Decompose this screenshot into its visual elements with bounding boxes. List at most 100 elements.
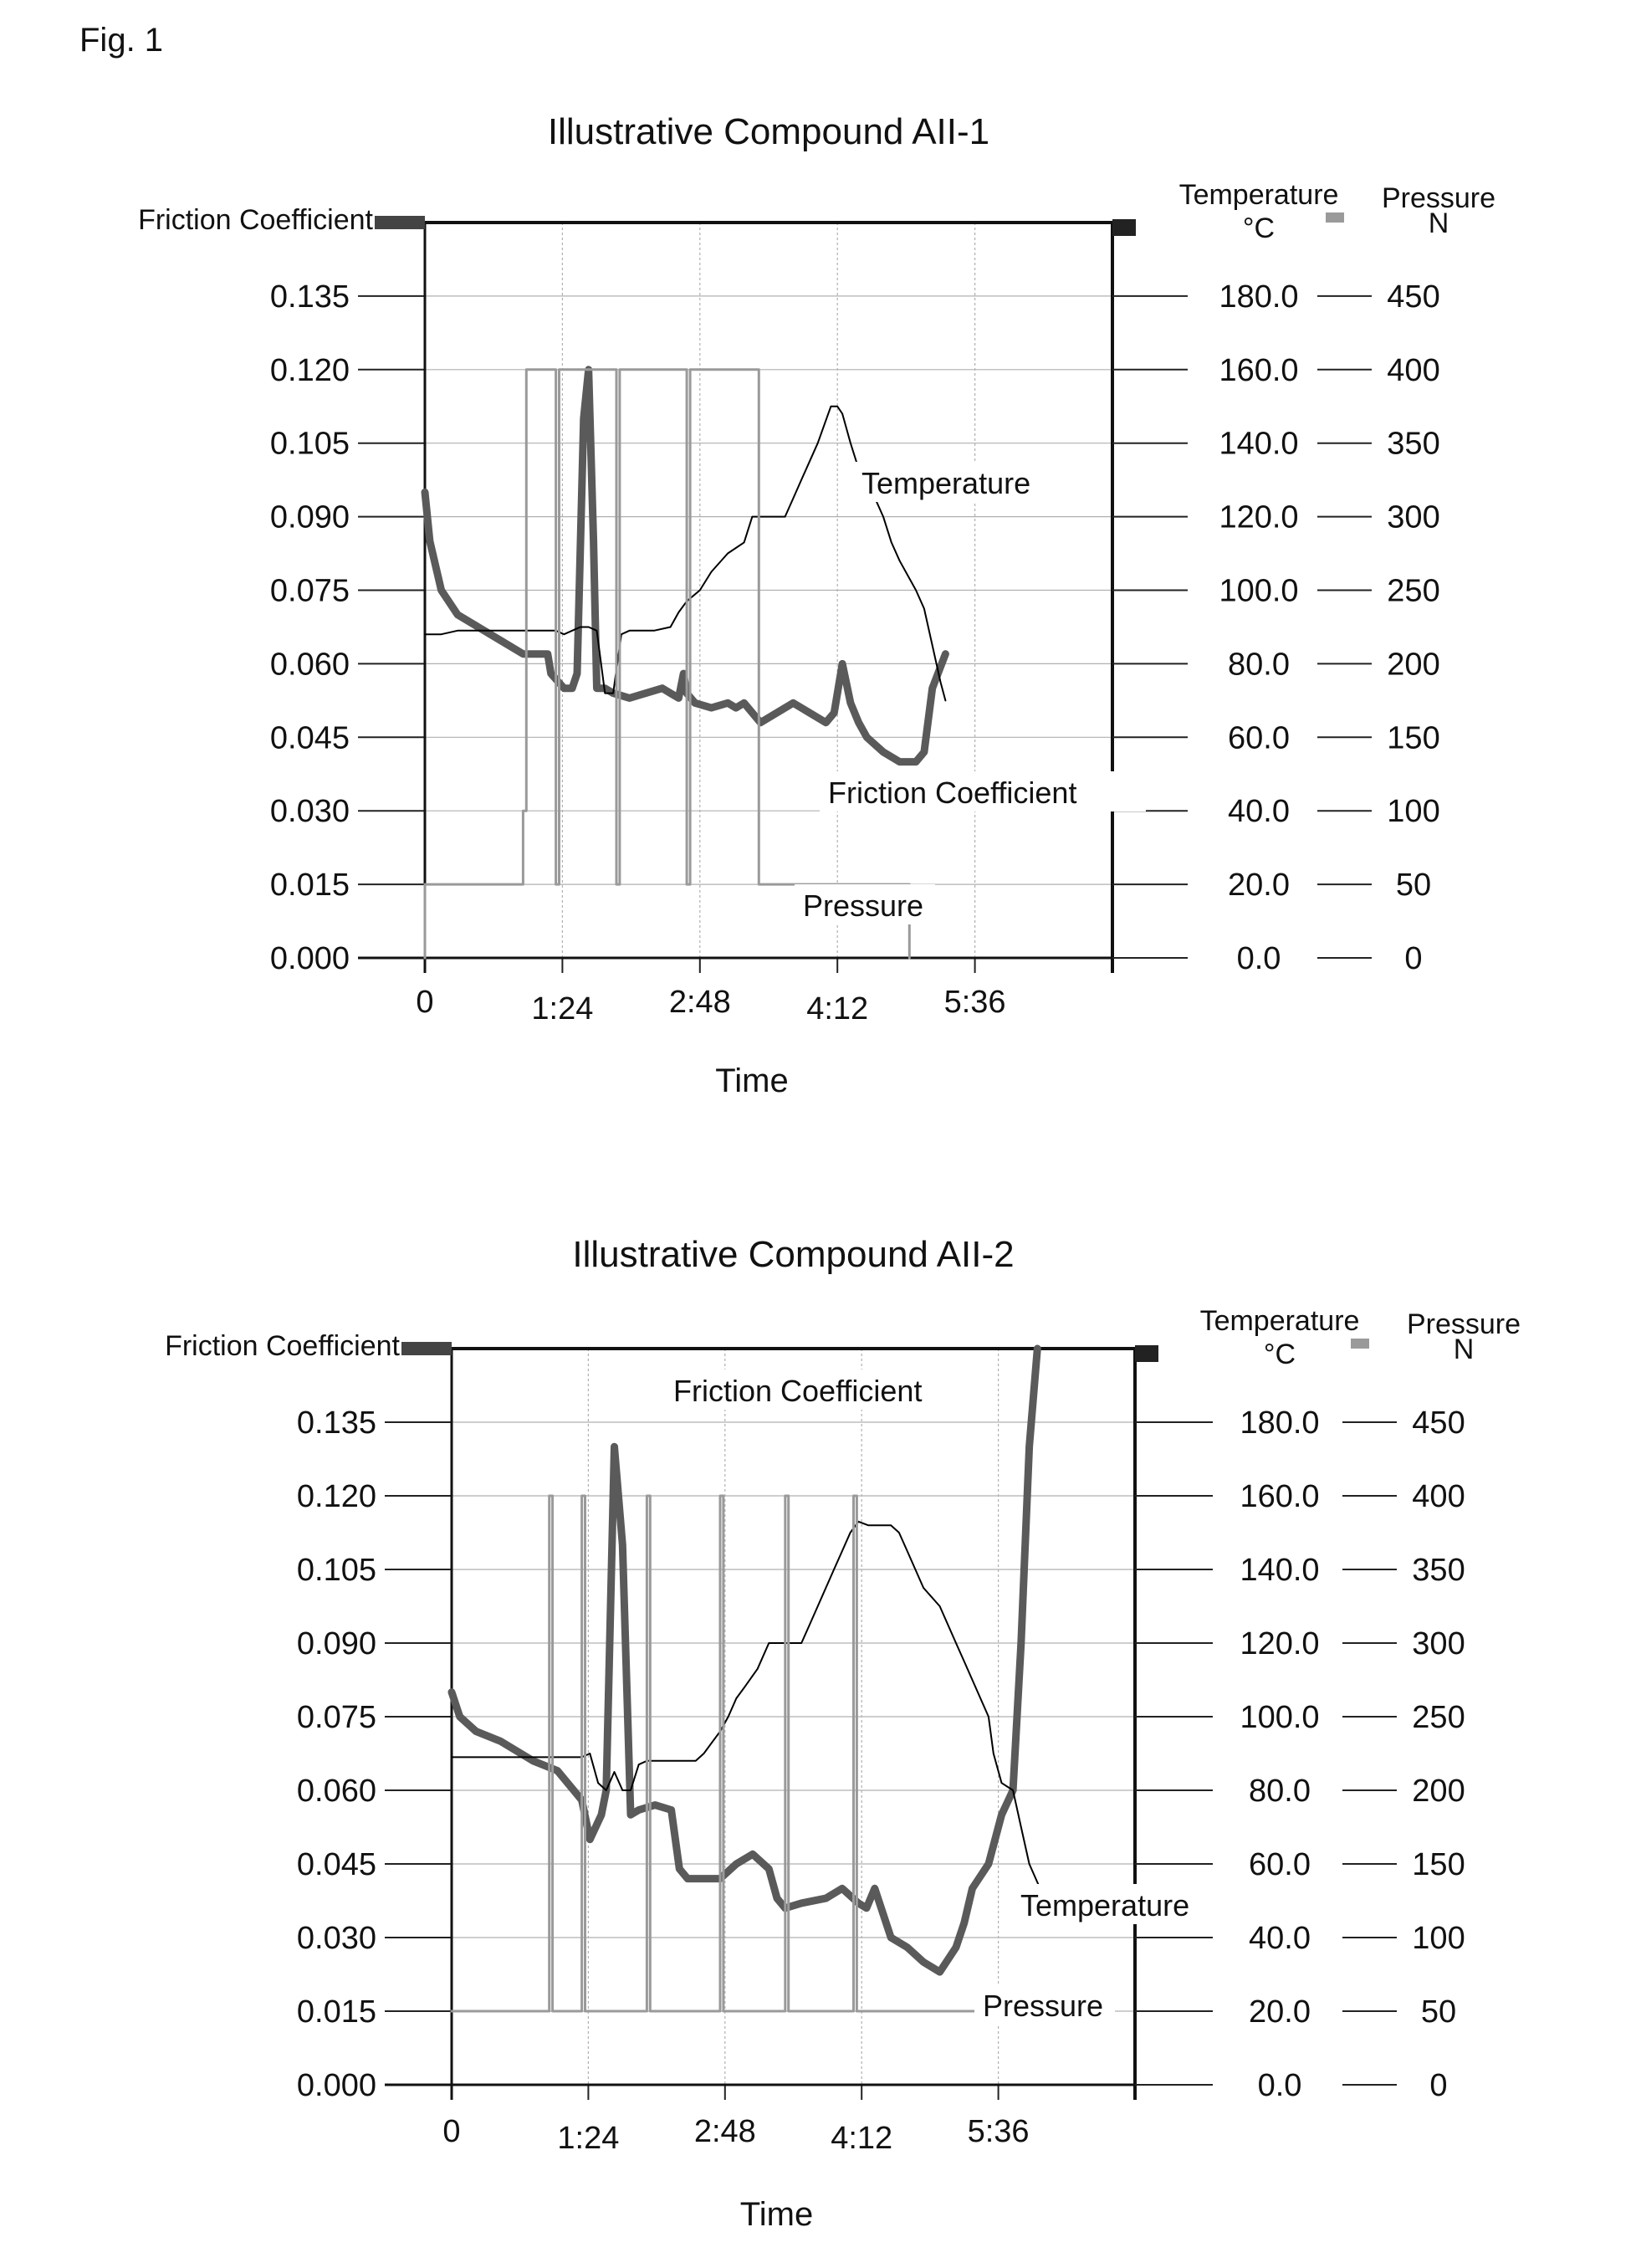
- series-friction-coefficient: [425, 370, 945, 762]
- friction-tick-label: 0.000: [270, 941, 350, 976]
- chart-aii-1: Illustrative Compound AII-10.0000.0150.0…: [0, 100, 1636, 1121]
- pressure-unit: N: [1454, 1334, 1475, 1365]
- pressure-tick-label: 200: [1387, 647, 1439, 682]
- temperature-tick-label: 60.0: [1228, 720, 1290, 755]
- figure-label: Fig. 1: [79, 22, 163, 59]
- x-axis-label: Time: [740, 2196, 813, 2233]
- temperature-unit: °C: [1243, 212, 1275, 244]
- pressure-tick-label: 400: [1412, 1479, 1465, 1514]
- x-axis-label: Time: [715, 1062, 788, 1099]
- series-friction-coefficient: [452, 1349, 1037, 1972]
- x-tick-label: 4:12: [831, 2121, 892, 2156]
- friction-tick-label: 0.030: [297, 1921, 376, 1956]
- friction-tick-label: 0.000: [297, 2068, 376, 2103]
- friction-tick-label: 0.060: [297, 1774, 376, 1809]
- chart-title: Illustrative Compound AII-2: [572, 1234, 1014, 1275]
- pressure-tick-label: 100: [1387, 794, 1439, 829]
- pressure-tick-label: 200: [1412, 1774, 1465, 1809]
- temperature-tick-label: 40.0: [1228, 794, 1290, 829]
- friction-tick-label: 0.075: [297, 1700, 376, 1735]
- series-temperature: [425, 407, 945, 701]
- annotation-pressure: Pressure: [803, 888, 923, 923]
- friction-tick-label: 0.075: [270, 574, 350, 609]
- pressure-tick-label: 300: [1412, 1626, 1465, 1661]
- temperature-legend-swatch: [1135, 1345, 1158, 1362]
- temperature-tick-label: 140.0: [1219, 427, 1298, 462]
- friction-axis-label: Friction Coefficient: [138, 204, 373, 236]
- friction-tick-label: 0.135: [297, 1405, 376, 1441]
- friction-tick-label: 0.045: [270, 720, 350, 755]
- temperature-legend-swatch: [1112, 219, 1136, 236]
- temperature-tick-label: 0.0: [1258, 2068, 1302, 2103]
- pressure-tick-label: 100: [1412, 1921, 1465, 1956]
- friction-tick-label: 0.105: [297, 1553, 376, 1588]
- friction-legend-swatch: [401, 1342, 452, 1355]
- x-tick-label: 1:24: [557, 2121, 619, 2156]
- temperature-tick-label: 80.0: [1249, 1774, 1311, 1809]
- x-tick-label: 2:48: [694, 2114, 756, 2149]
- pressure-legend-swatch: [1326, 212, 1344, 223]
- series-temperature: [452, 1522, 1046, 1901]
- temperature-tick-label: 160.0: [1219, 353, 1298, 388]
- friction-axis-label: Friction Coefficient: [165, 1330, 400, 1362]
- friction-tick-label: 0.015: [297, 1994, 376, 2030]
- x-tick-label: 5:36: [968, 2114, 1030, 2149]
- x-tick-label: 5:36: [944, 985, 1006, 1020]
- x-tick-label: 1:24: [531, 991, 593, 1026]
- chart-title: Illustrative Compound AII-1: [548, 111, 989, 152]
- temperature-tick-label: 120.0: [1240, 1626, 1319, 1661]
- chart-aii-2: Illustrative Compound AII-20.0000.0150.0…: [0, 1221, 1636, 2259]
- pressure-tick-label: 450: [1412, 1405, 1465, 1441]
- annotation-friction-coefficient: Friction Coefficient: [828, 776, 1076, 810]
- annotation-temperature: Temperature: [1020, 1888, 1189, 1922]
- friction-tick-label: 0.060: [270, 647, 350, 682]
- pressure-tick-label: 0: [1404, 941, 1422, 976]
- x-tick-label: 0: [442, 2114, 460, 2149]
- temperature-tick-label: 100.0: [1219, 574, 1298, 609]
- friction-tick-label: 0.135: [270, 279, 350, 315]
- temperature-tick-label: 160.0: [1240, 1479, 1319, 1514]
- temperature-tick-label: 180.0: [1219, 279, 1298, 315]
- pressure-tick-label: 50: [1421, 1994, 1456, 2030]
- annotation-friction-coefficient: Friction Coefficient: [673, 1374, 922, 1408]
- friction-tick-label: 0.090: [270, 500, 350, 535]
- pressure-legend-swatch: [1351, 1339, 1369, 1349]
- temperature-tick-label: 60.0: [1249, 1847, 1311, 1882]
- pressure-tick-label: 350: [1387, 427, 1439, 462]
- pressure-tick-label: 50: [1396, 868, 1431, 903]
- friction-tick-label: 0.045: [297, 1847, 376, 1882]
- friction-tick-label: 0.015: [270, 868, 350, 903]
- temperature-tick-label: 120.0: [1219, 500, 1298, 535]
- pressure-tick-label: 150: [1387, 720, 1439, 755]
- temperature-axis-label: Temperature: [1179, 179, 1339, 211]
- temperature-tick-label: 40.0: [1249, 1921, 1311, 1956]
- friction-tick-label: 0.120: [270, 353, 350, 388]
- pressure-tick-label: 250: [1387, 574, 1439, 609]
- temperature-tick-label: 140.0: [1240, 1553, 1319, 1588]
- friction-tick-label: 0.030: [270, 794, 350, 829]
- temperature-tick-label: 0.0: [1237, 941, 1281, 976]
- series-pressure: [452, 1496, 1046, 2011]
- friction-tick-label: 0.105: [270, 427, 350, 462]
- temperature-unit: °C: [1264, 1339, 1296, 1370]
- pressure-tick-label: 150: [1412, 1847, 1465, 1882]
- pressure-tick-label: 0: [1429, 2068, 1447, 2103]
- pressure-tick-label: 250: [1412, 1700, 1465, 1735]
- x-tick-label: 0: [416, 985, 433, 1020]
- temperature-tick-label: 20.0: [1249, 1994, 1311, 2030]
- temperature-tick-label: 180.0: [1240, 1405, 1319, 1441]
- friction-tick-label: 0.120: [297, 1479, 376, 1514]
- pressure-unit: N: [1429, 207, 1449, 239]
- annotation-temperature: Temperature: [861, 466, 1030, 500]
- annotation-pressure: Pressure: [983, 1989, 1103, 2023]
- pressure-tick-label: 300: [1387, 500, 1439, 535]
- pressure-tick-label: 350: [1412, 1553, 1465, 1588]
- temperature-tick-label: 100.0: [1240, 1700, 1319, 1735]
- friction-legend-swatch: [375, 216, 425, 229]
- temperature-axis-label: Temperature: [1200, 1305, 1360, 1337]
- pressure-tick-label: 400: [1387, 353, 1439, 388]
- pressure-tick-label: 450: [1387, 279, 1439, 315]
- temperature-tick-label: 20.0: [1228, 868, 1290, 903]
- x-tick-label: 4:12: [806, 991, 868, 1026]
- temperature-tick-label: 80.0: [1228, 647, 1290, 682]
